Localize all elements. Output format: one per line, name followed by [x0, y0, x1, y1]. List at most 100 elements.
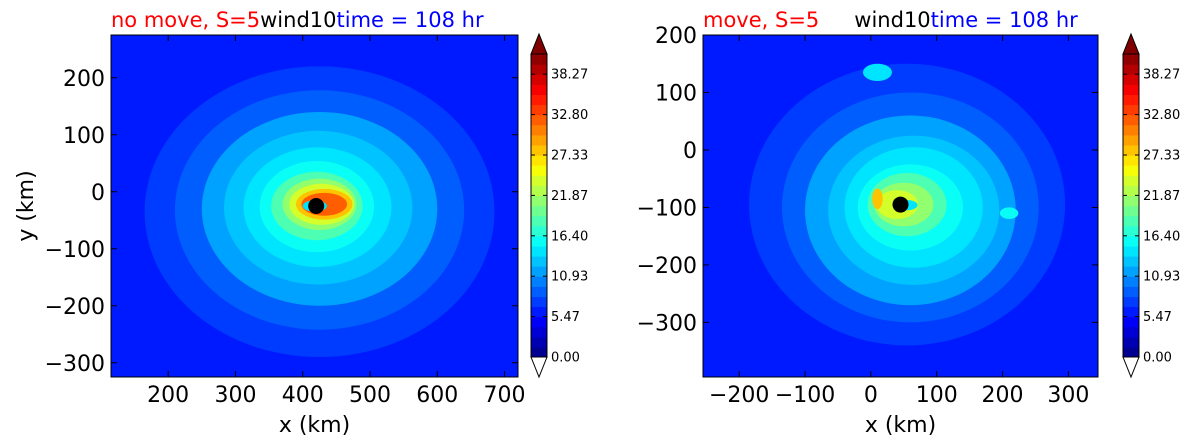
colorbar-segment	[1123, 215, 1139, 227]
storm-center-marker	[308, 198, 325, 214]
colorbar-segment	[531, 296, 547, 308]
y-tick-label: 200	[655, 24, 697, 49]
x-tick-label: 0	[864, 383, 878, 408]
x-tick-label: 600	[416, 383, 458, 408]
colorbar-segment	[1123, 336, 1139, 348]
colorbar-extend-max	[1122, 32, 1140, 55]
colorbar-segment	[531, 155, 547, 166]
colorbar-segment	[531, 326, 547, 338]
colorbar-segment	[1123, 225, 1139, 237]
x-axis-label: x (km)	[279, 413, 350, 438]
chart-title: no move, S=5wind10time = 108 hr	[111, 8, 484, 32]
colorbar-segment	[1123, 245, 1139, 257]
x-tick-label: 300	[1047, 383, 1089, 408]
colorbar-tick-label: 38.27	[1143, 68, 1180, 83]
colorbar-extend-min	[1122, 356, 1140, 379]
colorbar-segment	[531, 235, 547, 247]
x-tick-label: −100	[775, 383, 835, 408]
colorbar: 0.00 5.47 10.93 16.40 21.87 27.33 32.80 38.27	[1122, 32, 1180, 379]
colorbar-segment	[1123, 205, 1139, 217]
colorbar-segment	[531, 124, 547, 136]
wind-field	[111, 35, 518, 377]
panel-1: 200 300 400 500 600 700 200 100 0 −100 −200 −300 x (…	[14, 8, 588, 438]
chart-title: move, S=5 wind10time = 108 hr	[703, 8, 1078, 32]
colorbar-tick-label: 10.93	[1143, 270, 1180, 285]
y-tick-label: −100	[637, 196, 697, 221]
colorbar-frame	[1122, 53, 1140, 358]
colorbar-tick-label: 27.33	[551, 149, 588, 164]
colorbar-segment	[531, 144, 547, 156]
colorbar-segment	[1123, 296, 1139, 308]
colorbar-segment	[1123, 64, 1139, 75]
colorbar-segment	[531, 215, 547, 227]
colorbar-tick-label: 10.93	[551, 270, 588, 285]
title-part-3: time = 108 hr	[931, 8, 1078, 32]
y-tick-label: 0	[683, 139, 697, 164]
axes-frame	[110, 34, 519, 378]
colorbar-frame	[530, 53, 548, 358]
colorbar-tick-label: 5.47	[1143, 310, 1172, 325]
colorbar-tick-label: 0.00	[1143, 351, 1172, 366]
colorbar-segment	[531, 104, 547, 116]
title-part-1: no move, S=5	[111, 8, 260, 32]
colorbar-tick-label: 16.40	[551, 229, 588, 244]
title-part-2: wind10	[854, 8, 930, 32]
x-tick-label: 300	[214, 383, 256, 408]
x-tick-label: −200	[709, 383, 769, 408]
colorbar-segment	[1123, 155, 1139, 166]
colorbar-segment	[531, 134, 547, 146]
title-part-1: move, S=5	[703, 8, 819, 32]
colorbar-segment	[531, 306, 547, 318]
colorbar-tick-label: 38.27	[551, 68, 588, 83]
colorbar-segment	[1123, 144, 1139, 156]
y-tick-label: −200	[637, 254, 697, 279]
colorbar-segment	[1123, 286, 1139, 297]
colorbar-segment	[531, 336, 547, 348]
x-tick-label: 400	[282, 383, 324, 408]
colorbar-tick-label: 0.00	[551, 351, 580, 366]
colorbar-segment	[1123, 165, 1139, 176]
y-tick-label: −200	[45, 295, 105, 320]
colorbar-segment	[1123, 346, 1139, 358]
axes-frame	[702, 34, 1099, 378]
colorbar-segment	[1123, 306, 1139, 318]
y-tick-label: 100	[655, 81, 697, 106]
y-tick-label: 100	[63, 124, 105, 149]
x-axis-label: x (km)	[865, 413, 936, 438]
colorbar-extend-min	[530, 356, 548, 379]
title-part-2: wind10	[260, 8, 336, 32]
colorbar-segment	[1123, 74, 1139, 85]
colorbar-segment	[531, 316, 547, 328]
colorbar-tick-label: 21.87	[551, 189, 588, 204]
colorbar-segment	[1123, 256, 1139, 267]
colorbar-segment	[1123, 124, 1139, 136]
colorbar-segment	[1123, 195, 1139, 207]
colorbar-tick-label: 21.87	[1143, 189, 1180, 204]
colorbar-segment	[1123, 185, 1139, 196]
wind-field	[703, 35, 1098, 377]
colorbar-tick-label: 32.80	[551, 108, 588, 123]
colorbar-segment	[1123, 276, 1139, 287]
colorbar-segment	[531, 205, 547, 217]
colorbar-tick-label: 32.80	[1143, 108, 1180, 123]
x-tick-label: 200	[147, 383, 189, 408]
colorbar: 0.00 5.47 10.93 16.40 21.87 27.33 32.80 38.27	[530, 32, 588, 379]
colorbar-segment	[1123, 266, 1139, 277]
colorbar-segment	[1123, 104, 1139, 116]
y-tick-label: 0	[91, 181, 105, 206]
colorbar-segment	[1123, 326, 1139, 338]
colorbar-segment	[531, 64, 547, 75]
colorbar-segment	[1123, 84, 1139, 95]
colorbar-extend-max	[530, 32, 548, 55]
y-tick-label: 200	[63, 67, 105, 92]
colorbar-segment	[531, 185, 547, 196]
colorbar-segment	[531, 286, 547, 297]
colorbar-segment	[531, 84, 547, 95]
colorbar-tick-label: 16.40	[1143, 229, 1180, 244]
colorbar-segment	[531, 256, 547, 267]
x-tick-label: 100	[916, 383, 958, 408]
y-tick-label: −300	[45, 352, 105, 377]
colorbar-segment	[531, 74, 547, 85]
